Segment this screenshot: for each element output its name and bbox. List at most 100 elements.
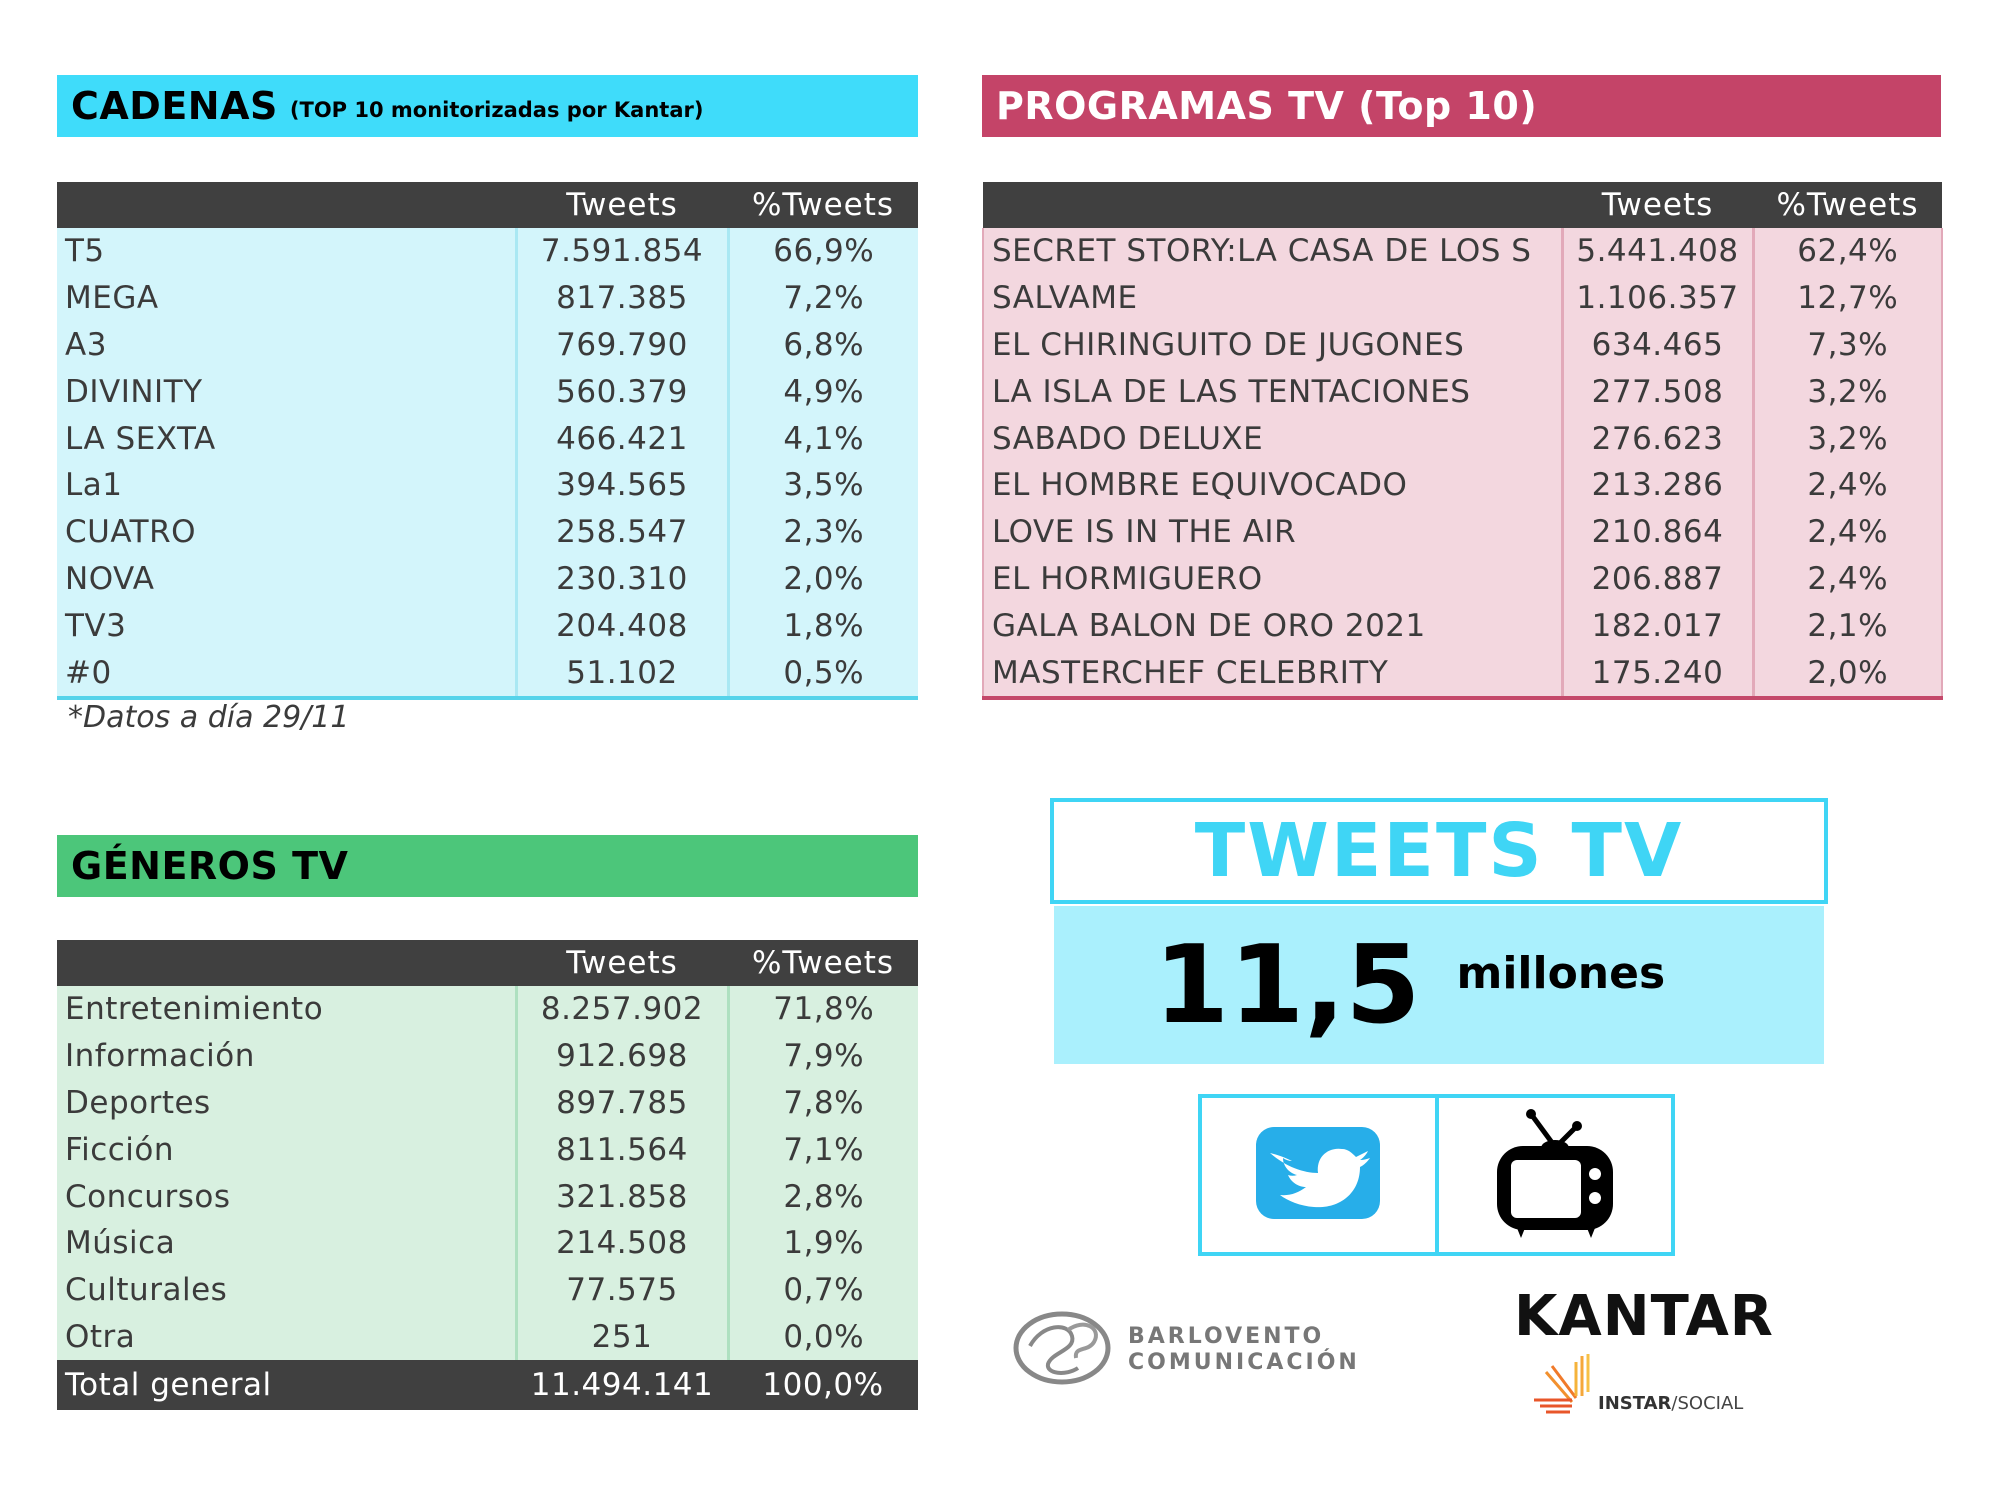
icons-box (1198, 1094, 1675, 1256)
table-row: SABADO DELUXE 276.623 3,2% (982, 415, 1943, 462)
tweets-pct: 7,8% (726, 1079, 918, 1127)
tweets-pct: 0,0% (726, 1313, 918, 1361)
tweets-count: 912.698 (514, 1032, 728, 1080)
programas-table: Tweets %Tweets SECRET STORY:LA CASA DE L… (982, 182, 1943, 700)
tweets-total-value: 11,5 (1154, 922, 1421, 1048)
cadenas-title: CADENAS (71, 84, 278, 128)
tweets-pct: 0,7% (726, 1266, 918, 1314)
channel-name: CUATRO (57, 508, 516, 556)
table-row: Información 912.698 7,9% (57, 1032, 918, 1080)
table-row: SALVAME 1.106.357 12,7% (982, 274, 1943, 322)
genre-name: Ficción (57, 1126, 516, 1174)
tweets-pct: 4,1% (726, 415, 918, 462)
table-row: EL CHIRINGUITO DE JUGONES 634.465 7,3% (982, 321, 1943, 369)
table-row: MASTERCHEF CELEBRITY 175.240 2,0% (982, 649, 1943, 698)
instar-social-logo: INSTAR/SOCIAL (1532, 1352, 1743, 1420)
tweets-pct: 7,9% (726, 1032, 918, 1080)
tweets-count: 560.379 (514, 368, 728, 416)
barlovento-emblem-icon (1012, 1310, 1112, 1390)
programas-section-header: PROGRAMAS TV (Top 10) (982, 75, 1941, 137)
table-row: Otra 251 0,0% (57, 1313, 918, 1361)
tweets-pct: 1,8% (726, 602, 918, 650)
column-header-pct: %Tweets (728, 940, 918, 986)
tweets-count: 634.465 (1560, 321, 1753, 369)
tweets-count: 210.864 (1560, 508, 1753, 556)
generos-section-header: GÉNEROS TV (57, 835, 918, 897)
tweets-count: 1.106.357 (1560, 274, 1753, 322)
table-row: GALA BALON DE ORO 2021 182.017 2,1% (982, 602, 1943, 650)
tweets-pct: 2,4% (1751, 555, 1943, 603)
genre-name: Deportes (57, 1079, 516, 1127)
tweets-pct: 7,3% (1751, 321, 1943, 369)
barlovento-line2: COMUNICACIÓN (1128, 1350, 1360, 1375)
cadenas-table: Tweets %Tweets T5 7.591.854 66,9% MEGA 817.… (57, 182, 918, 700)
tweets-count: 8.257.902 (514, 986, 728, 1033)
tweets-count: 51.102 (514, 649, 728, 698)
tweets-pct: 3,5% (726, 461, 918, 509)
instar-social-text: /SOCIAL (1671, 1393, 1744, 1414)
tweets-tv-title: TWEETS TV (1050, 798, 1828, 904)
table-header-row: Tweets %Tweets (983, 182, 1942, 228)
tweets-count: 251 (514, 1313, 728, 1361)
program-name: LA ISLA DE LAS TENTACIONES (982, 368, 1562, 416)
table-row: SECRET STORY:LA CASA DE LOS S 5.441.408 62… (982, 228, 1943, 275)
genre-name: Culturales (57, 1266, 516, 1314)
column-header-name (983, 182, 1562, 228)
tweets-pct: 3,2% (1751, 415, 1943, 462)
total-label: Total general (57, 1360, 516, 1411)
channel-name: La1 (57, 461, 516, 509)
generos-title: GÉNEROS TV (71, 844, 349, 888)
tweets-pct: 12,7% (1751, 274, 1943, 322)
tweets-pct: 2,1% (1751, 602, 1943, 650)
genre-name: Información (57, 1032, 516, 1080)
table-row: A3 769.790 6,8% (57, 321, 918, 369)
table-row: #0 51.102 0,5% (57, 649, 918, 698)
kantar-logo: KANTAR (1514, 1284, 1774, 1349)
column-header-tweets: Tweets (516, 182, 728, 228)
tweets-count: 769.790 (514, 321, 728, 369)
genre-name: Música (57, 1219, 516, 1267)
tweets-count: 7.591.854 (514, 228, 728, 275)
tweets-count: 277.508 (1560, 368, 1753, 416)
program-name: EL HORMIGUERO (982, 555, 1562, 603)
barlovento-line1: BARLOVENTO (1128, 1324, 1325, 1349)
generos-table: Tweets %Tweets Entretenimiento 8.257.902 7… (57, 940, 918, 1411)
instar-bold-text: INSTAR (1598, 1393, 1672, 1414)
table-row: EL HOMBRE EQUIVOCADO 213.286 2,4% (982, 461, 1943, 509)
tweets-count: 811.564 (514, 1126, 728, 1174)
tweets-pct: 2,4% (1751, 508, 1943, 556)
program-name: EL CHIRINGUITO DE JUGONES (982, 321, 1562, 369)
tweets-count: 258.547 (514, 508, 728, 556)
genre-name: Otra (57, 1313, 516, 1361)
tweets-pct: 2,3% (726, 508, 918, 556)
table-header-row: Tweets %Tweets (57, 940, 918, 986)
program-name: LOVE IS IN THE AIR (982, 508, 1562, 556)
program-name: SALVAME (982, 274, 1562, 322)
column-header-pct: %Tweets (1753, 182, 1942, 228)
tweets-count: 230.310 (514, 555, 728, 603)
twitter-cell (1202, 1098, 1435, 1252)
program-name: SABADO DELUXE (982, 415, 1562, 462)
tweets-count: 182.017 (1560, 602, 1753, 650)
tweets-pct: 66,9% (726, 228, 918, 275)
tweets-pct: 2,0% (726, 555, 918, 603)
column-header-name (57, 182, 516, 228)
table-row: Culturales 77.575 0,7% (57, 1266, 918, 1314)
table-row: Música 214.508 1,9% (57, 1219, 918, 1267)
table-row: Concursos 321.858 2,8% (57, 1173, 918, 1220)
tweets-count: 213.286 (1560, 461, 1753, 509)
tweets-pct: 4,9% (726, 368, 918, 416)
channel-name: MEGA (57, 274, 516, 322)
data-date-note: *Datos a día 29/11 (68, 700, 350, 735)
twitter-icon (1256, 1127, 1381, 1223)
tv-cell (1434, 1098, 1672, 1252)
column-header-tweets: Tweets (516, 940, 728, 986)
channel-name: LA SEXTA (57, 415, 516, 462)
barlovento-logo: BARLOVENTO COMUNICACIÓN (1012, 1310, 1360, 1390)
table-row: LA SEXTA 466.421 4,1% (57, 415, 918, 462)
tweets-count: 206.887 (1560, 555, 1753, 603)
tweets-count: 276.623 (1560, 415, 1753, 462)
table-row: TV3 204.408 1,8% (57, 602, 918, 650)
tweets-count: 817.385 (514, 274, 728, 322)
tweets-count: 897.785 (514, 1079, 728, 1127)
